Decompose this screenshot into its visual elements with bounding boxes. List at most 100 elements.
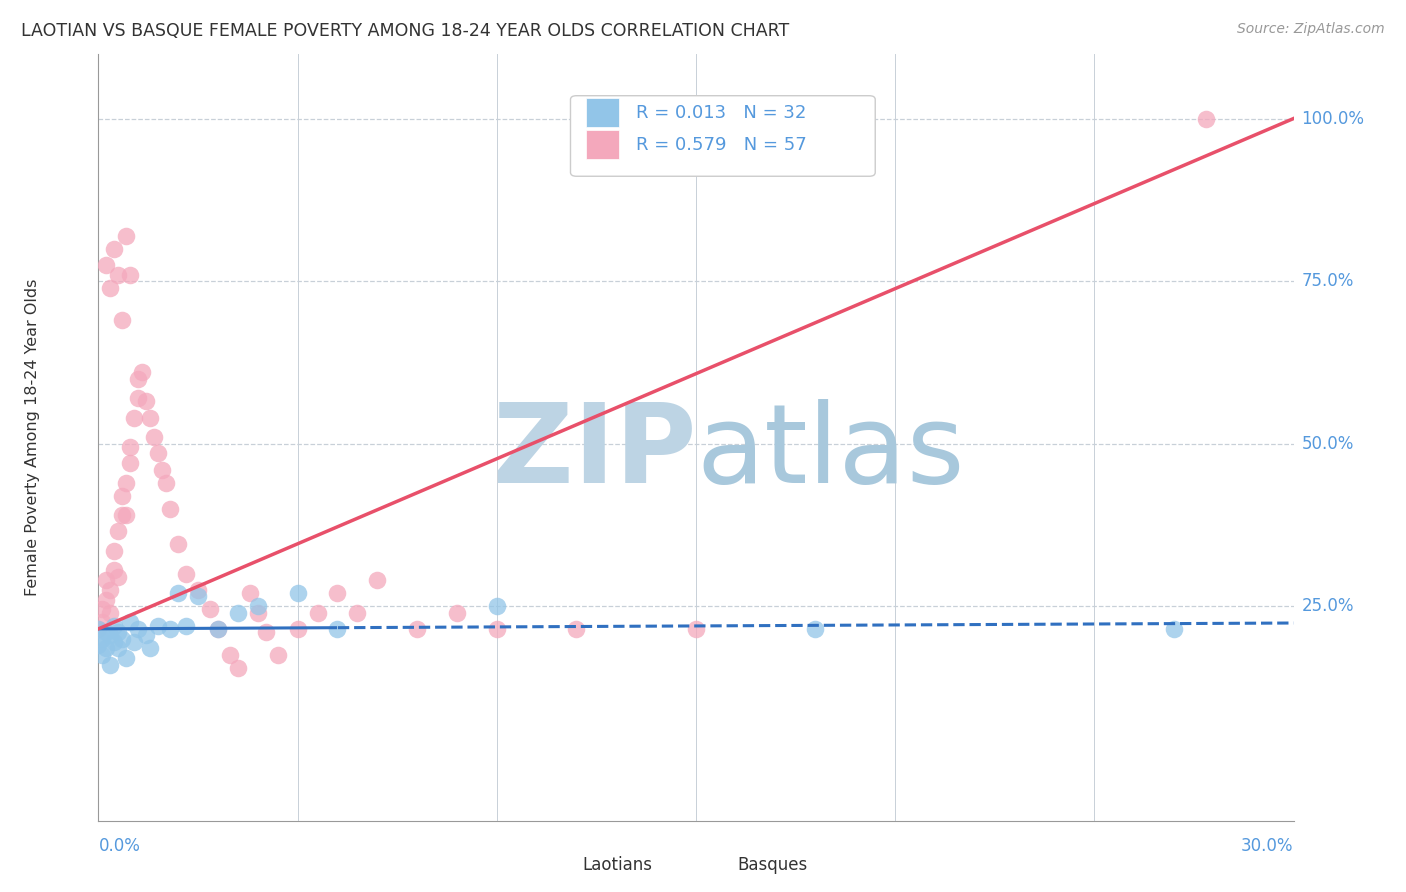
Point	[107, 268, 129, 282]
Point	[96, 258, 118, 272]
Point	[139, 410, 162, 425]
Point	[120, 615, 142, 630]
Point	[103, 242, 125, 256]
Point	[127, 391, 149, 405]
Point	[207, 622, 229, 636]
Point	[98, 657, 122, 672]
Point	[326, 586, 349, 600]
Text: LAOTIAN VS BASQUE FEMALE POVERTY AMONG 18-24 YEAR OLDS CORRELATION CHART: LAOTIAN VS BASQUE FEMALE POVERTY AMONG 1…	[21, 22, 789, 40]
Point	[1195, 112, 1218, 126]
Point	[91, 602, 114, 616]
Point	[1163, 622, 1185, 636]
Text: R = 0.013   N = 32: R = 0.013 N = 32	[637, 103, 807, 121]
Text: 30.0%: 30.0%	[1241, 837, 1294, 855]
Point	[124, 410, 146, 425]
FancyBboxPatch shape	[586, 98, 620, 128]
Point	[485, 622, 508, 636]
Text: Source: ZipAtlas.com: Source: ZipAtlas.com	[1237, 22, 1385, 37]
Point	[96, 641, 118, 656]
Text: 0.0%: 0.0%	[98, 837, 141, 855]
Point	[239, 586, 262, 600]
Text: Female Poverty Among 18-24 Year Olds: Female Poverty Among 18-24 Year Olds	[25, 278, 41, 596]
Point	[159, 622, 181, 636]
Point	[96, 573, 118, 587]
Point	[111, 313, 134, 327]
Point	[103, 635, 125, 649]
Point	[254, 625, 277, 640]
FancyBboxPatch shape	[709, 855, 733, 876]
Point	[135, 628, 157, 642]
Point	[111, 489, 134, 503]
Text: ZIP: ZIP	[492, 399, 696, 506]
Point	[267, 648, 290, 662]
Point	[115, 475, 138, 490]
Text: 100.0%: 100.0%	[1302, 110, 1364, 128]
FancyBboxPatch shape	[553, 855, 576, 876]
Point	[246, 599, 269, 613]
Point	[131, 365, 153, 379]
Point	[174, 618, 197, 632]
Point	[366, 573, 388, 587]
Point	[103, 618, 125, 632]
Point	[127, 622, 149, 636]
Point	[98, 280, 122, 294]
Point	[143, 430, 166, 444]
Point	[187, 582, 209, 597]
Point	[226, 606, 249, 620]
Point	[485, 599, 508, 613]
Point	[326, 622, 349, 636]
Text: R = 0.579   N = 57: R = 0.579 N = 57	[637, 136, 807, 153]
Point	[150, 462, 173, 476]
Point	[174, 566, 197, 581]
Point	[115, 508, 138, 522]
Text: Basques: Basques	[738, 856, 808, 874]
Point	[246, 606, 269, 620]
Point	[107, 570, 129, 584]
Point	[91, 615, 114, 630]
Text: 50.0%: 50.0%	[1302, 434, 1354, 452]
Point	[148, 618, 170, 632]
Point	[139, 641, 162, 656]
Text: 75.0%: 75.0%	[1302, 272, 1354, 290]
Point	[120, 456, 142, 470]
Point	[115, 651, 138, 665]
Point	[167, 586, 190, 600]
Point	[159, 501, 181, 516]
Point	[98, 582, 122, 597]
Text: 25.0%: 25.0%	[1302, 597, 1354, 615]
Point	[155, 475, 177, 490]
Point	[198, 602, 221, 616]
Point	[207, 622, 229, 636]
Point	[120, 440, 142, 454]
Point	[287, 586, 309, 600]
Point	[685, 622, 707, 636]
Point	[446, 606, 468, 620]
Point	[107, 524, 129, 539]
Point	[107, 625, 129, 640]
Point	[98, 628, 122, 642]
Point	[406, 622, 429, 636]
Point	[115, 228, 138, 243]
Point	[107, 641, 129, 656]
Point	[804, 622, 827, 636]
Point	[91, 632, 114, 646]
Point	[226, 661, 249, 675]
Point	[96, 592, 118, 607]
Point	[98, 606, 122, 620]
Point	[287, 622, 309, 636]
Point	[87, 638, 110, 652]
Point	[91, 648, 114, 662]
Point	[148, 446, 170, 460]
Point	[346, 606, 368, 620]
Point	[167, 537, 190, 551]
Point	[124, 635, 146, 649]
Point	[103, 563, 125, 577]
Point	[135, 394, 157, 409]
Point	[219, 648, 242, 662]
Point	[565, 622, 588, 636]
Point	[111, 508, 134, 522]
FancyBboxPatch shape	[586, 130, 620, 160]
Point	[87, 622, 110, 636]
Point	[87, 622, 110, 636]
Point	[111, 632, 134, 646]
